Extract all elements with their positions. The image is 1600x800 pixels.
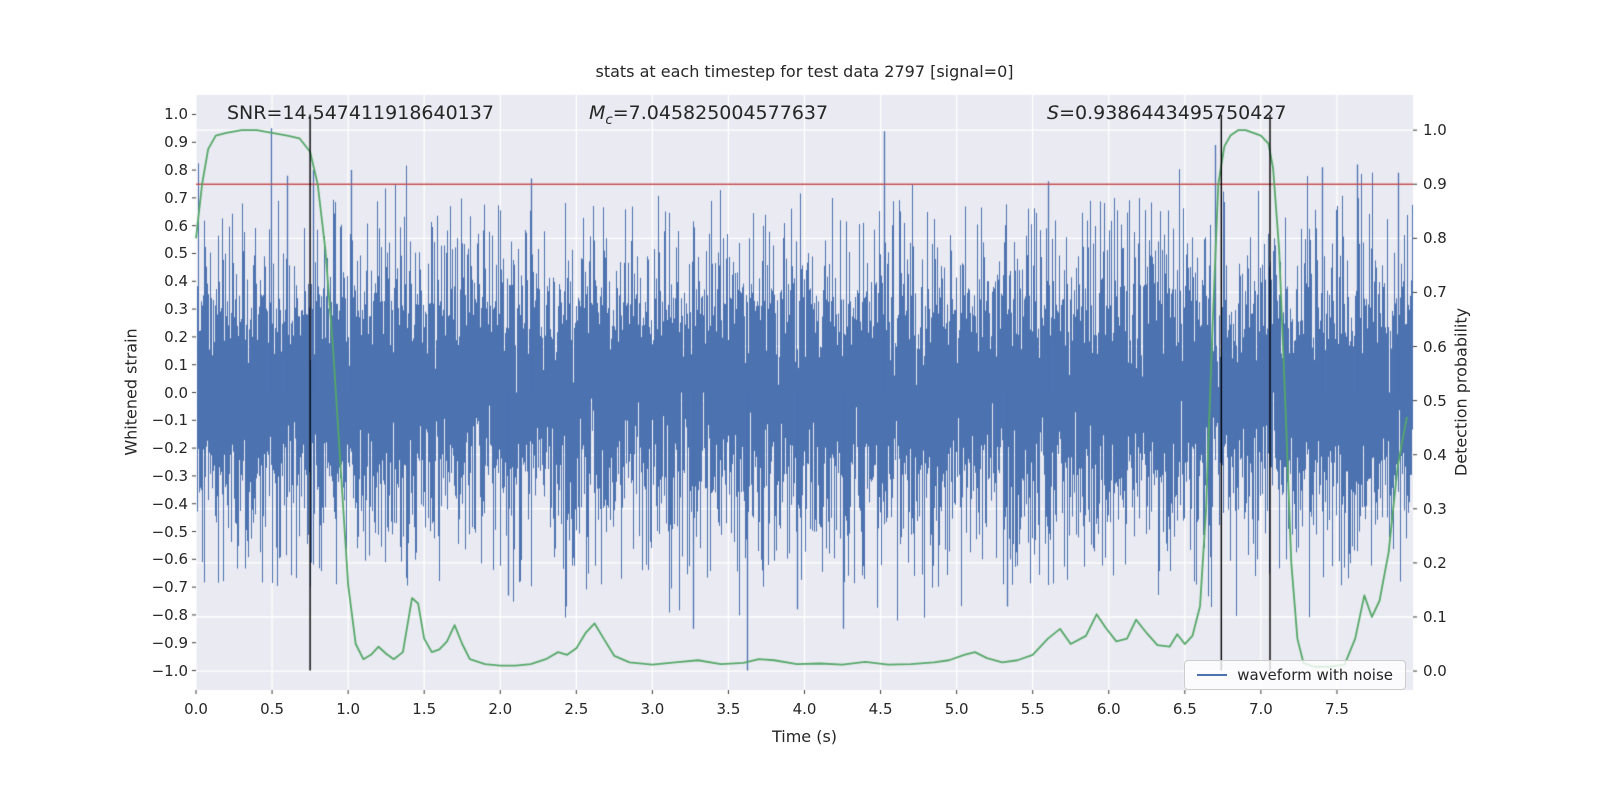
- legend: waveform with noise: [1184, 660, 1406, 690]
- x-axis-label: Time (s): [771, 727, 838, 746]
- y-tick-label-left: 0.2: [164, 327, 188, 346]
- y-tick-label-left: −0.9: [151, 633, 188, 652]
- annotation-s-stat: S=0.9386443495750427: [1047, 102, 1287, 124]
- y-tick-label-left: 0.0: [164, 383, 188, 402]
- x-tick-label: 4.5: [868, 700, 893, 718]
- legend-line-sample: [1197, 674, 1228, 676]
- x-tick-label: 2.0: [488, 700, 513, 718]
- annotation-chirp-mass-subscript: c: [605, 112, 613, 128]
- x-tick-label: 1.5: [412, 700, 437, 718]
- y-tick-label-left: 0.7: [164, 188, 188, 207]
- y-tick-label-left: 0.4: [164, 272, 188, 291]
- x-tick-label: 1.0: [336, 700, 361, 718]
- y-tick-label-left: −0.1: [151, 411, 188, 430]
- x-tick-label: 6.0: [1096, 700, 1121, 718]
- y-tick-label-right: 0.9: [1423, 175, 1447, 194]
- x-tick-label: 2.5: [564, 700, 589, 718]
- x-tick-label: 4.0: [792, 700, 817, 718]
- y-tick-label-left: −0.6: [151, 550, 188, 569]
- y-tick-label-right: 0.8: [1423, 229, 1447, 248]
- annotation-chirp-mass: Mc=7.045825004577637: [589, 102, 828, 128]
- y-tick-label-right: 0.3: [1423, 499, 1447, 518]
- y-tick-label-left: 0.1: [164, 355, 188, 374]
- y-tick-label-left: −0.8: [151, 605, 188, 624]
- legend-label: waveform with noise: [1237, 666, 1393, 684]
- y-tick-label-left: −0.2: [151, 439, 188, 458]
- annotation-s-symbol: S: [1047, 102, 1060, 124]
- y-tick-label-right: 0.0: [1423, 662, 1447, 681]
- x-tick-label: 6.5: [1172, 700, 1197, 718]
- y-tick-label-right: 0.1: [1423, 607, 1447, 626]
- y-tick-label-left: −0.4: [151, 494, 188, 513]
- y-tick-label-left: 1.0: [164, 105, 188, 124]
- y-tick-label-right: 1.0: [1423, 121, 1447, 140]
- y-tick-label-right: 0.2: [1423, 553, 1447, 572]
- y-tick-label-left: −0.7: [151, 578, 188, 597]
- x-tick-label: 3.5: [716, 700, 741, 718]
- chart-title: stats at each timestep for test data 279…: [595, 62, 1014, 81]
- x-tick-label: 5.5: [1020, 700, 1045, 718]
- x-tick-label: 0.0: [184, 700, 208, 718]
- x-tick-label: 7.5: [1325, 700, 1349, 718]
- y-tick-label-left: −0.5: [151, 522, 188, 541]
- y-tick-label-right: 0.7: [1423, 283, 1447, 302]
- y-tick-label-left: −0.3: [151, 466, 188, 485]
- annotation-snr: SNR=14.547411918640137: [227, 102, 494, 124]
- y-axis-label-right: Detection probability: [1451, 307, 1471, 477]
- y-tick-label-right: 0.4: [1423, 445, 1447, 464]
- annotation-chirp-mass-value: =7.045825004577637: [612, 102, 829, 124]
- annotation-s-value: =0.9386443495750427: [1059, 102, 1287, 124]
- x-tick-label: 3.0: [640, 700, 665, 718]
- y-tick-label-right: 0.5: [1423, 391, 1447, 410]
- annotation-chirp-mass-symbol: M: [589, 102, 606, 124]
- x-tick-label: 7.0: [1248, 700, 1273, 718]
- y-tick-label-left: 0.6: [164, 216, 188, 235]
- x-tick-label: 0.5: [260, 700, 284, 718]
- x-tick-label: 5.0: [944, 700, 969, 718]
- y-tick-label-left: −1.0: [151, 661, 188, 680]
- y-tick-label-right: 0.6: [1423, 337, 1447, 356]
- y-tick-label-left: 0.5: [164, 244, 188, 263]
- y-tick-label-left: 0.9: [164, 133, 188, 152]
- y-tick-label-left: 0.3: [164, 300, 188, 319]
- y-tick-label-left: 0.8: [164, 161, 188, 180]
